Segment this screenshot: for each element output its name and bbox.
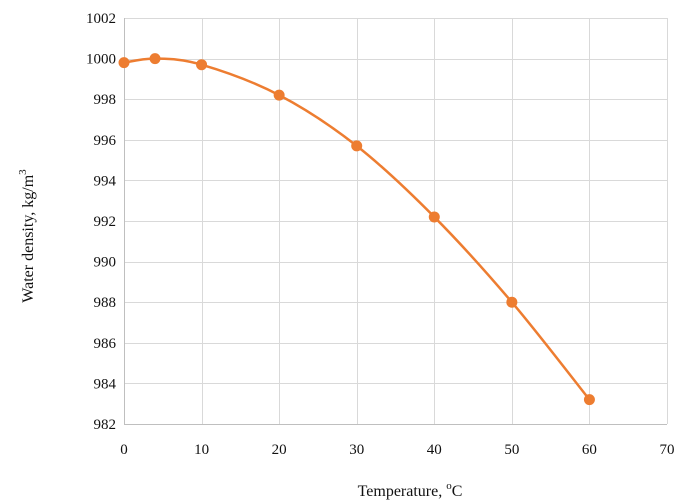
y-tick-label: 998 [94, 92, 117, 108]
x-tick-label: 70 [660, 442, 675, 458]
x-axis-title: Temperature, oC [358, 480, 463, 500]
tick-labels: 982 984 986 988 990 992 994 996 998 1000 1002 0 10 20… [86, 11, 675, 458]
x-tick-label: 50 [504, 442, 519, 458]
x-tick-label: 0 [120, 442, 128, 458]
data-point-marker [351, 140, 363, 152]
x-tick-label: 60 [582, 442, 597, 458]
y-tick-label: 994 [94, 173, 117, 189]
y-tick-label: 992 [94, 214, 117, 230]
axes [124, 18, 667, 425]
data-point-marker [118, 57, 130, 69]
y-tick-label: 982 [94, 417, 117, 433]
y-tick-label: 1000 [86, 52, 116, 68]
data-point-marker [428, 211, 440, 223]
gridlines [124, 18, 668, 425]
data-point-marker [583, 394, 595, 406]
density-series-line [122, 57, 591, 401]
x-tick-label: 10 [194, 442, 209, 458]
y-axis-title: Water density, kg/m3 [17, 169, 37, 303]
y-tick-label: 988 [94, 295, 117, 311]
y-tick-label: 996 [94, 133, 117, 149]
data-point-marker [506, 296, 518, 308]
x-tick-label: 40 [427, 442, 442, 458]
series [118, 53, 595, 406]
y-tick-label: 1002 [86, 11, 116, 27]
data-point-marker [149, 53, 161, 65]
data-point-marker [196, 59, 208, 71]
y-tick-label: 984 [94, 376, 117, 392]
y-tick-label: 986 [94, 336, 117, 352]
x-tick-label: 20 [272, 442, 287, 458]
data-point-marker [273, 89, 285, 101]
y-tick-label: 990 [94, 255, 117, 271]
x-tick-label: 30 [349, 442, 364, 458]
